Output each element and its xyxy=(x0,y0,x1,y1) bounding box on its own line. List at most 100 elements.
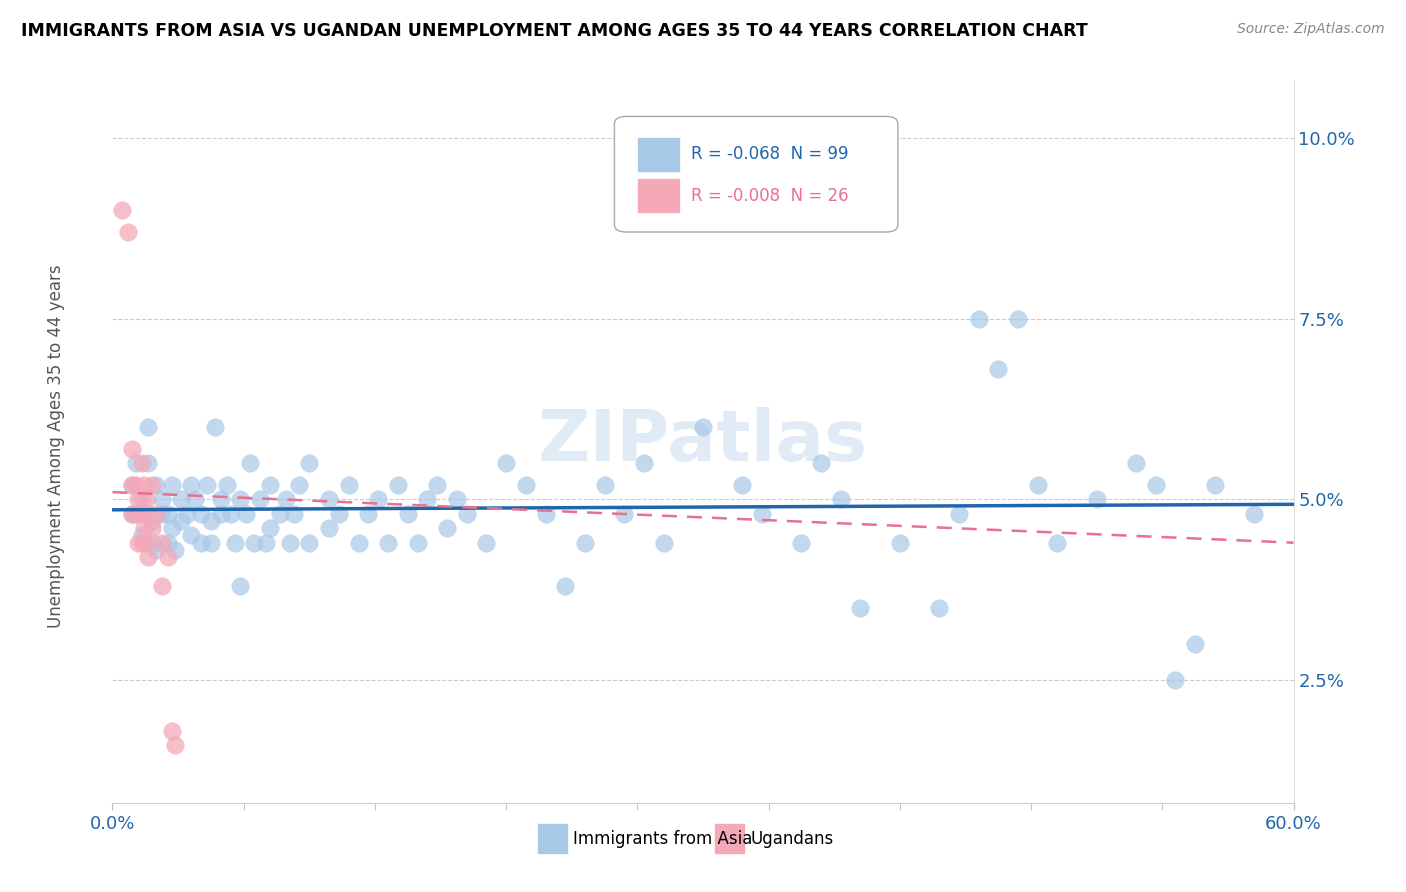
Point xyxy=(141,535,163,549)
Point xyxy=(229,492,252,507)
Point xyxy=(1243,507,1265,521)
Text: R = -0.008  N = 26: R = -0.008 N = 26 xyxy=(692,187,849,205)
Point xyxy=(121,507,143,521)
Point xyxy=(156,535,179,549)
Point xyxy=(160,723,183,738)
Point xyxy=(495,456,517,470)
Point xyxy=(200,535,222,549)
Bar xyxy=(638,179,679,211)
Point xyxy=(190,507,212,521)
Point xyxy=(131,456,153,470)
Text: Source: ZipAtlas.com: Source: ZipAtlas.com xyxy=(1237,22,1385,37)
Point xyxy=(165,542,187,557)
Point xyxy=(948,507,970,521)
Point xyxy=(180,478,202,492)
Text: Ugandans: Ugandans xyxy=(751,830,834,848)
Point xyxy=(1007,311,1029,326)
Point xyxy=(259,521,281,535)
Point xyxy=(160,521,183,535)
Point xyxy=(416,492,439,507)
Point xyxy=(1164,673,1187,687)
Point xyxy=(150,579,173,593)
Point xyxy=(377,535,399,549)
Point xyxy=(1144,478,1167,492)
Point xyxy=(176,507,198,521)
Point xyxy=(135,492,157,507)
Point xyxy=(160,478,183,492)
Text: Unemployment Among Ages 35 to 44 years: Unemployment Among Ages 35 to 44 years xyxy=(48,264,65,628)
Point xyxy=(150,535,173,549)
Point xyxy=(180,528,202,542)
Point xyxy=(239,456,262,470)
Point xyxy=(170,492,193,507)
Bar xyxy=(714,824,744,854)
Point xyxy=(127,492,149,507)
Point xyxy=(396,507,419,521)
Point xyxy=(593,478,616,492)
Point xyxy=(195,478,218,492)
Point xyxy=(810,456,832,470)
Bar xyxy=(537,824,567,854)
Point xyxy=(554,579,576,593)
Point xyxy=(184,492,207,507)
Point xyxy=(283,507,305,521)
Point xyxy=(156,550,179,565)
Point xyxy=(136,550,159,565)
Point xyxy=(131,535,153,549)
Point xyxy=(156,507,179,521)
Point xyxy=(613,507,636,521)
Point xyxy=(288,478,311,492)
Point xyxy=(475,535,498,549)
Point xyxy=(141,521,163,535)
Point xyxy=(254,535,277,549)
Text: ZIPatlas: ZIPatlas xyxy=(538,407,868,476)
Point xyxy=(298,456,321,470)
Point xyxy=(426,478,449,492)
Point xyxy=(928,600,950,615)
Point xyxy=(117,225,139,239)
Point xyxy=(259,478,281,492)
Point xyxy=(406,535,429,549)
Point xyxy=(145,542,167,557)
Point xyxy=(278,535,301,549)
Point xyxy=(131,528,153,542)
Point xyxy=(132,521,155,535)
Point xyxy=(1204,478,1226,492)
Point xyxy=(692,420,714,434)
Point xyxy=(298,535,321,549)
Point xyxy=(229,579,252,593)
Point xyxy=(967,311,990,326)
Bar xyxy=(638,138,679,170)
Point xyxy=(170,514,193,528)
Point xyxy=(1026,478,1049,492)
FancyBboxPatch shape xyxy=(614,116,898,232)
Point xyxy=(235,507,257,521)
Point xyxy=(209,492,232,507)
Point xyxy=(274,492,297,507)
Point xyxy=(125,456,148,470)
Point xyxy=(121,478,143,492)
Point xyxy=(111,203,134,218)
Point xyxy=(190,535,212,549)
Point xyxy=(987,362,1010,376)
Point xyxy=(318,521,340,535)
Point xyxy=(357,507,380,521)
Point xyxy=(131,492,153,507)
Point xyxy=(224,535,246,549)
Point xyxy=(135,535,157,549)
Point xyxy=(125,507,148,521)
Point xyxy=(456,507,478,521)
Point xyxy=(751,507,773,521)
Point xyxy=(136,456,159,470)
Point xyxy=(145,507,167,521)
Point xyxy=(121,507,143,521)
Text: R = -0.068  N = 99: R = -0.068 N = 99 xyxy=(692,145,849,163)
Point xyxy=(269,507,291,521)
Point xyxy=(318,492,340,507)
Point xyxy=(209,507,232,521)
Point xyxy=(136,420,159,434)
Point xyxy=(141,514,163,528)
Point xyxy=(131,507,153,521)
Point xyxy=(204,420,226,434)
Point xyxy=(652,535,675,549)
